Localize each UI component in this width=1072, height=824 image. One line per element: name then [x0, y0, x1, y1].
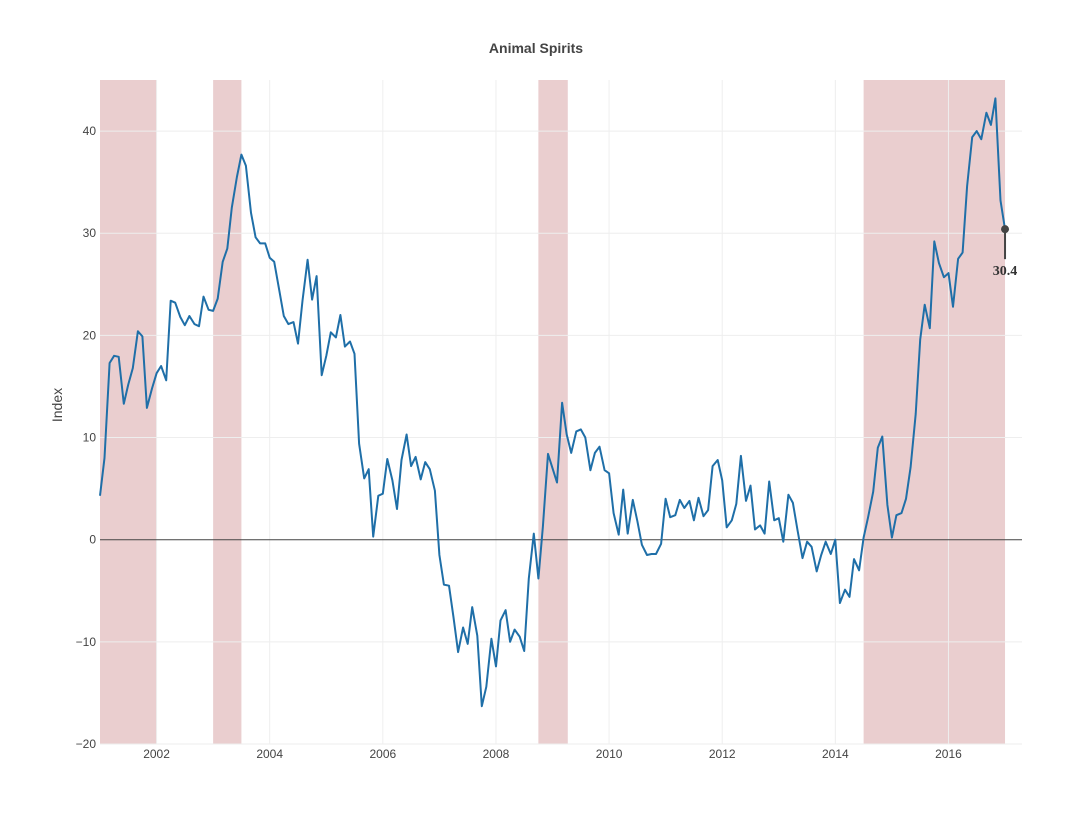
x-axis-ticks: 2002 2004 2006 2008 2010 2012 2014 2016 [143, 747, 962, 761]
gridlines [100, 80, 1022, 745]
chart-title: Animal Spirits [489, 40, 583, 56]
last-value-annotation: 30.4 [993, 225, 1018, 279]
shaded-period-4 [863, 80, 1006, 744]
x-tick-label: 2008 [483, 747, 510, 761]
annotation-label: 30.4 [993, 264, 1018, 279]
y-tick-label: −20 [76, 737, 97, 751]
y-tick-label: 20 [83, 328, 97, 342]
y-tick-label: 0 [89, 533, 96, 547]
x-tick-label: 2006 [369, 747, 396, 761]
x-tick-label: 2010 [596, 747, 623, 761]
shaded-period-2 [213, 80, 242, 744]
y-tick-label: 30 [83, 226, 97, 240]
y-tick-label: 10 [83, 431, 97, 445]
shaded-periods [100, 80, 1006, 744]
y-tick-label: 40 [83, 124, 97, 138]
index-series-line [99, 97, 1006, 708]
x-tick-label: 2002 [143, 747, 170, 761]
shaded-period-1 [100, 80, 157, 744]
x-tick-label: 2012 [709, 747, 736, 761]
x-tick-label: 2016 [935, 747, 962, 761]
y-axis-ticks: −20 −10 0 10 20 30 40 [76, 124, 97, 751]
last-point-marker [1001, 225, 1010, 234]
x-tick-label: 2014 [822, 747, 849, 761]
x-tick-label: 2004 [256, 747, 283, 761]
y-axis-label: Index [49, 388, 65, 422]
y-tick-label: −10 [76, 635, 97, 649]
